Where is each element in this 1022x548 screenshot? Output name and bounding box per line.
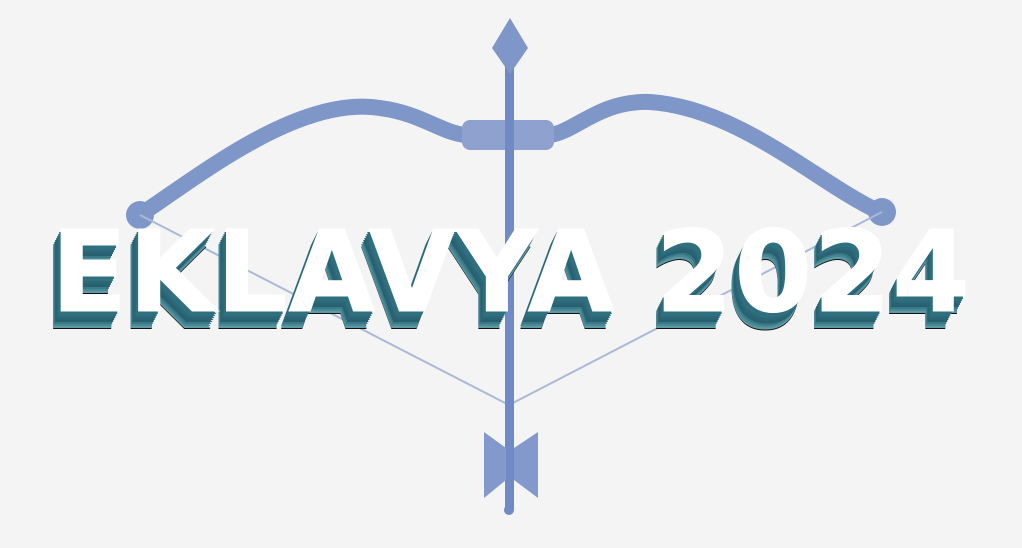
bow-string-right	[508, 211, 883, 406]
arrow-nock	[504, 505, 514, 515]
arrow-fletching-right	[514, 432, 538, 498]
bow-string-left	[139, 214, 510, 406]
logo-title-wrap: EKLAVYA 2024	[0, 208, 1022, 339]
arrow-head	[492, 18, 528, 74]
logo-title: EKLAVYA 2024	[50, 208, 972, 339]
arrow-shaft	[505, 62, 514, 512]
arrow-fletching-left	[484, 432, 506, 498]
